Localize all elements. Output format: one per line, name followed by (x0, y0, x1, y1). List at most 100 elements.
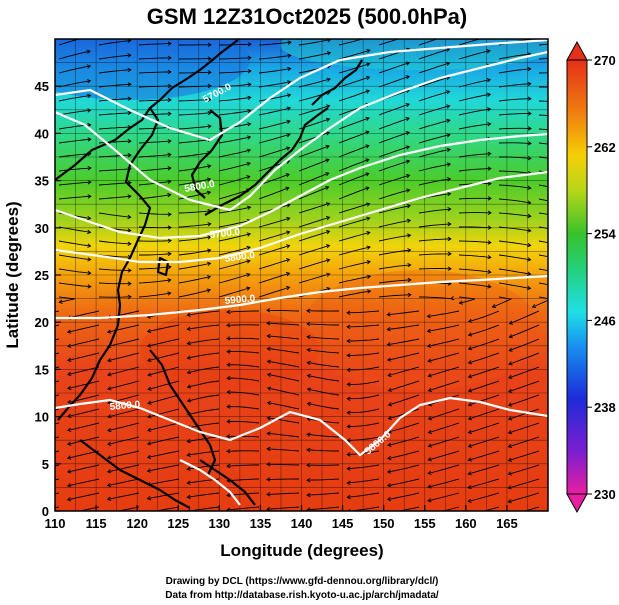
streamline-arrow (167, 238, 172, 243)
streamline (218, 206, 251, 214)
streamline (107, 422, 140, 432)
streamline (187, 338, 220, 345)
streamline-arrow (486, 49, 491, 54)
streamline-arrow (286, 106, 292, 111)
streamline (67, 478, 100, 487)
x-tick-label: 130 (208, 516, 230, 531)
streamline (107, 478, 140, 487)
streamline (153, 506, 180, 511)
streamline (306, 449, 339, 452)
streamline-arrow (107, 414, 112, 419)
colorbar-tick-label: 254 (594, 227, 616, 242)
streamline-arrow (346, 452, 351, 457)
streamline-arrow (365, 116, 370, 121)
streamline (67, 436, 100, 445)
x-tick-label: 125 (167, 516, 189, 531)
streamline-arrow (427, 470, 432, 475)
streamline-arrow (346, 310, 351, 315)
streamline-arrow (486, 92, 492, 97)
streamline (347, 478, 380, 484)
streamline (458, 226, 492, 229)
y-tick-label: 0 (42, 504, 49, 519)
streamline (508, 394, 540, 406)
streamline (218, 96, 251, 102)
streamline (427, 310, 460, 317)
streamline (107, 380, 140, 390)
streamline (418, 62, 450, 74)
streamline (218, 273, 250, 284)
streamline-arrow (206, 177, 212, 182)
streamline-arrow (207, 235, 212, 240)
streamline-arrow (346, 424, 351, 429)
streamline-arrow (87, 229, 92, 235)
streamline-arrow (366, 259, 371, 265)
streamline-arrow (326, 272, 331, 277)
streamline (178, 210, 211, 214)
streamline-arrow (447, 236, 452, 242)
streamline (98, 83, 131, 88)
streamline (178, 223, 211, 228)
x-tick-label: 165 (496, 516, 518, 531)
streamline (458, 93, 491, 102)
streamline-arrow (508, 361, 513, 366)
streamline (498, 198, 531, 204)
streamline (498, 127, 532, 130)
streamline (267, 348, 300, 354)
streamline (107, 352, 140, 362)
streamline (498, 240, 531, 246)
streamline (538, 142, 548, 145)
streamline (218, 220, 251, 228)
streamline (178, 249, 211, 256)
streamline-arrow (87, 257, 92, 262)
streamline-arrow (28, 498, 31, 502)
streamline (98, 168, 131, 172)
streamline (267, 448, 300, 452)
streamline-arrow (407, 233, 412, 238)
streamline-arrow (226, 389, 231, 395)
streamline (498, 268, 531, 275)
streamline (187, 436, 220, 443)
streamline (428, 436, 460, 447)
streamline (178, 262, 211, 270)
streamline-arrow (346, 382, 351, 387)
streamline-arrow (386, 469, 392, 474)
streamline (58, 181, 91, 186)
streamline-arrow (167, 212, 172, 217)
streamline-arrow (487, 151, 492, 156)
coastlines (55, 39, 363, 509)
streamline (178, 125, 211, 130)
streamline (468, 366, 500, 378)
streamline (147, 338, 180, 347)
streamline-arrow (427, 429, 433, 435)
streamline-arrow (447, 191, 452, 197)
streamline (307, 374, 340, 382)
streamline (58, 109, 91, 116)
contour-5700-north (55, 39, 548, 142)
streamline (538, 156, 548, 159)
contour-5900 (55, 274, 548, 320)
y-tick-label: 45 (35, 79, 49, 94)
streamline (347, 422, 380, 427)
streamline-arrow (246, 175, 251, 180)
streamline (307, 336, 340, 340)
streamline-arrow (346, 466, 351, 471)
streamline-arrow (167, 251, 172, 257)
streamline-arrow (266, 372, 272, 378)
streamline-arrow (487, 39, 488, 40)
streamline-arrow (405, 173, 411, 179)
contour-5800-south-spur (179, 459, 241, 506)
streamline-arrow (405, 117, 410, 122)
streamline (267, 432, 300, 438)
streamline (266, 492, 300, 495)
streamline (258, 245, 290, 256)
y-tick-label: 25 (35, 268, 49, 283)
streamline (468, 492, 500, 502)
streamline-arrow (325, 244, 331, 249)
streamline-arrow (427, 387, 432, 392)
streamline-arrow (386, 342, 391, 347)
streamline (67, 450, 100, 459)
streamline-arrow (146, 343, 152, 348)
streamline-arrow (226, 323, 231, 328)
streamline (258, 68, 291, 74)
streamline (98, 69, 131, 74)
